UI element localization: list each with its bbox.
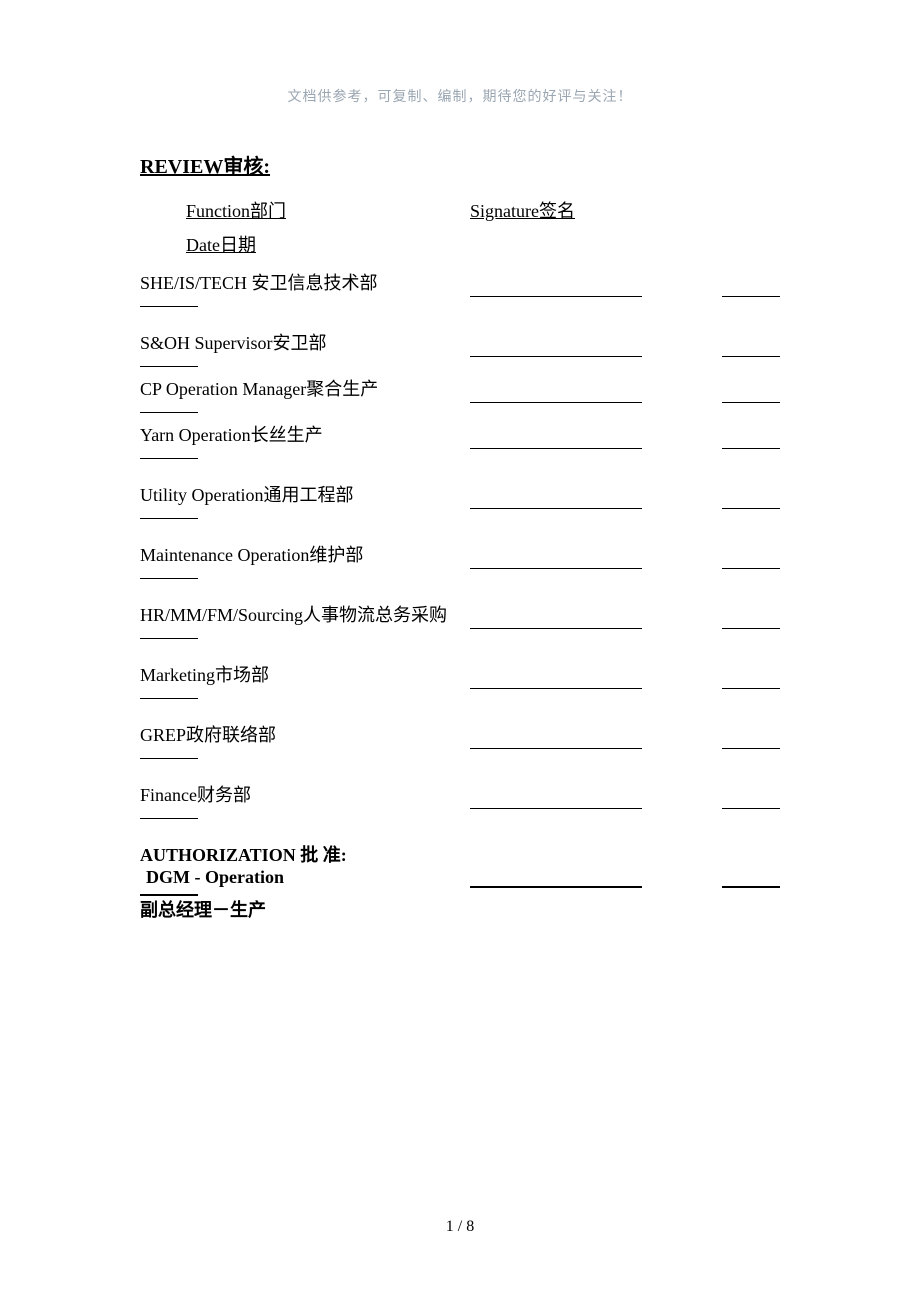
date-line	[722, 609, 780, 629]
date-line	[722, 669, 780, 689]
date-line	[722, 383, 780, 403]
signature-line	[470, 383, 642, 403]
review-row: Marketing市场部	[140, 661, 780, 699]
function-label: Marketing市场部	[140, 661, 470, 689]
date-line	[722, 549, 780, 569]
page-number: 1 / 8	[0, 1218, 920, 1236]
date-line	[722, 789, 780, 809]
dgm-row: DGM - Operation	[140, 867, 780, 888]
column-header-function: Function部门	[186, 197, 470, 223]
function-label: SHE/IS/TECH 安卫信息技术部	[140, 269, 470, 297]
signature-line	[470, 789, 642, 809]
review-row: CP Operation Manager聚合生产	[140, 375, 780, 413]
signature-line	[470, 549, 642, 569]
review-heading: REVIEW审核:	[140, 150, 780, 179]
signature-line	[470, 729, 642, 749]
trailing-line	[140, 363, 198, 367]
header-watermark-note: 文档供参考，可复制、编制，期待您的好评与关注！	[0, 86, 920, 106]
date-line	[722, 868, 780, 888]
date-line	[722, 489, 780, 509]
trailing-line	[140, 515, 198, 519]
trailing-line	[140, 695, 198, 699]
function-label: Maintenance Operation维护部	[140, 541, 470, 569]
dgm-label: DGM - Operation	[140, 867, 470, 888]
review-row: GREP政府联络部	[140, 721, 780, 759]
date-line	[722, 277, 780, 297]
document-body: REVIEW审核: Function部门 Signature签名 Date日期 …	[140, 150, 780, 922]
signature-line	[470, 669, 642, 689]
column-headers: Function部门 Signature签名	[140, 197, 780, 223]
function-label: Yarn Operation长丝生产	[140, 421, 470, 449]
column-header-signature: Signature签名	[470, 197, 575, 223]
review-row: Maintenance Operation维护部	[140, 541, 780, 579]
signature-line	[470, 609, 642, 629]
vice-gm-label: 副总经理－生产	[140, 896, 780, 922]
column-header-date: Date日期	[140, 231, 780, 257]
review-row: HR/MM/FM/Sourcing人事物流总务采购	[140, 601, 780, 639]
signature-line	[470, 277, 642, 297]
authorization-heading: AUTHORIZATION 批 准:	[140, 841, 780, 867]
review-row: Utility Operation通用工程部	[140, 481, 780, 519]
date-line	[722, 429, 780, 449]
trailing-line	[140, 755, 198, 759]
trailing-line	[140, 635, 198, 639]
review-row: SHE/IS/TECH 安卫信息技术部	[140, 269, 780, 307]
signature-line	[470, 489, 642, 509]
function-label: HR/MM/FM/Sourcing人事物流总务采购	[140, 601, 470, 629]
function-label: Utility Operation通用工程部	[140, 481, 470, 509]
trailing-line	[140, 575, 198, 579]
trailing-line	[140, 409, 198, 413]
function-label: CP Operation Manager聚合生产	[140, 375, 470, 403]
review-row: S&OH Supervisor安卫部	[140, 329, 780, 367]
signature-line	[470, 337, 642, 357]
date-line	[722, 729, 780, 749]
function-label: GREP政府联络部	[140, 721, 470, 749]
signature-line	[470, 868, 642, 888]
function-label: Finance财务部	[140, 781, 470, 809]
trailing-line	[140, 815, 198, 819]
trailing-line	[140, 455, 198, 459]
review-row: Finance财务部	[140, 781, 780, 819]
function-label: S&OH Supervisor安卫部	[140, 329, 470, 357]
date-line	[722, 337, 780, 357]
signature-line	[470, 429, 642, 449]
trailing-line	[140, 303, 198, 307]
review-row: Yarn Operation长丝生产	[140, 421, 780, 459]
